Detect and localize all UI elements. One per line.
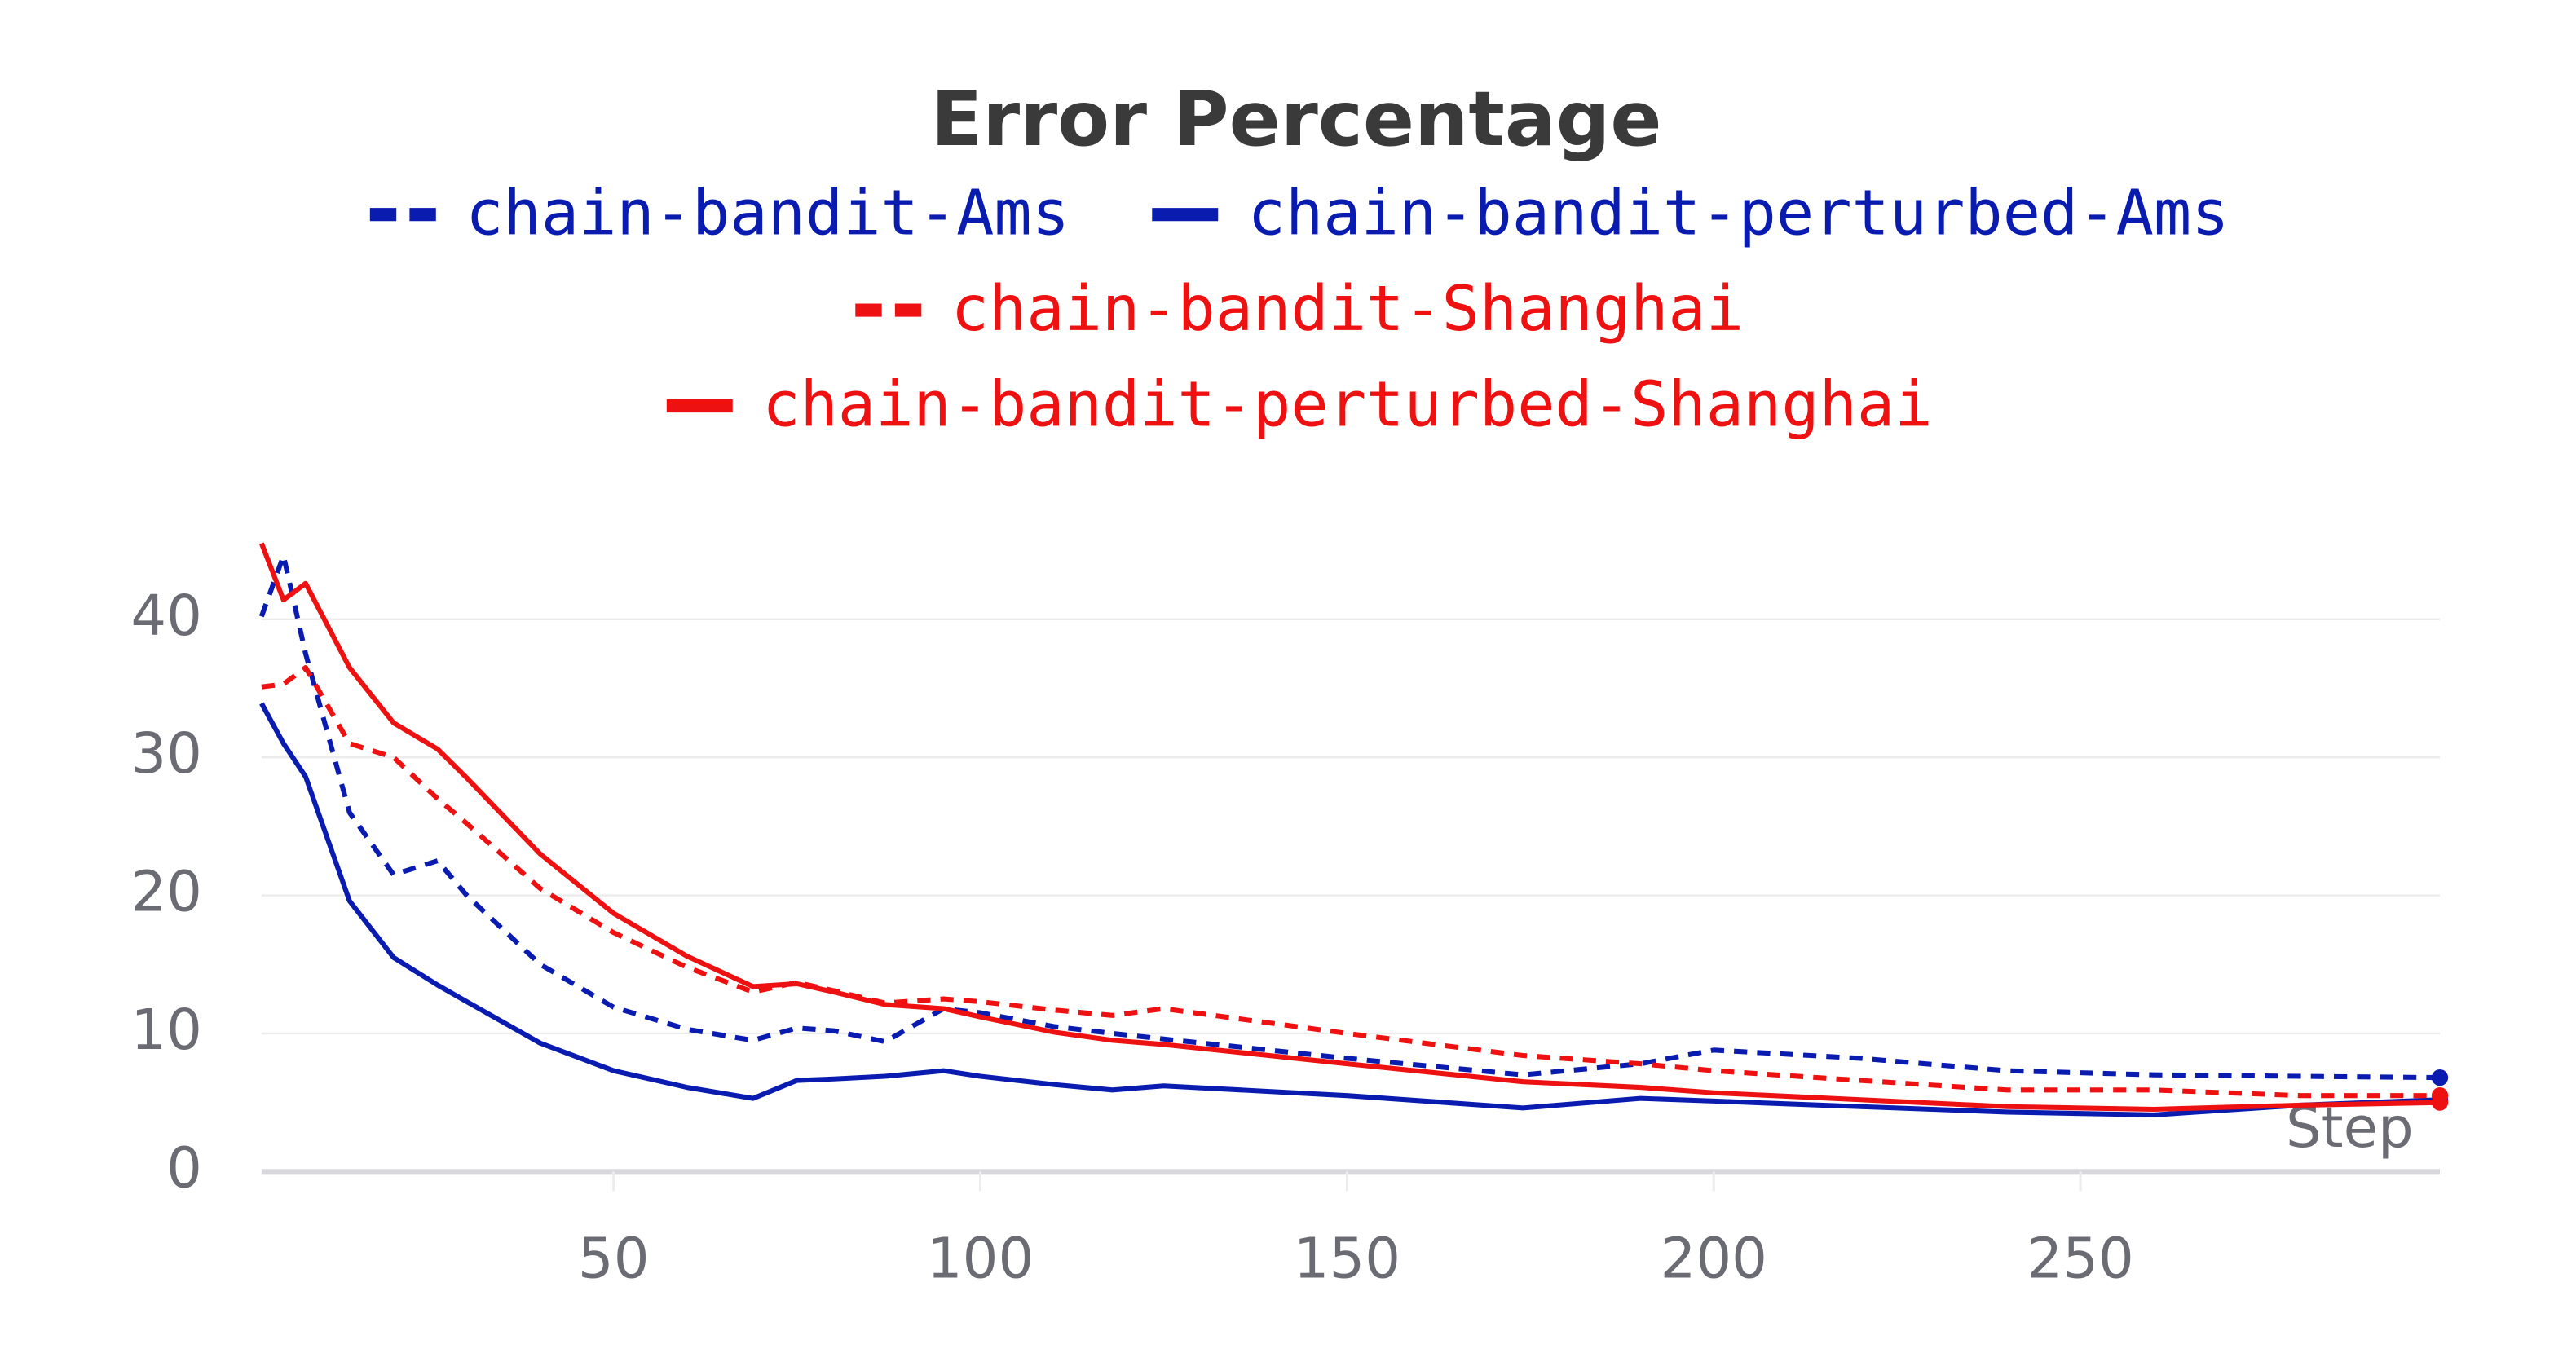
y-tick-label: 20 (130, 860, 202, 925)
y-tick-label: 10 (130, 998, 202, 1063)
series-line (258, 553, 2441, 1081)
y-tick-label: 0 (166, 1135, 202, 1201)
series-line (259, 702, 2441, 1117)
legend-row: chain-bandit-Ams chain-bandit-perturbed-A… (369, 177, 2230, 249)
x-tick-label: 150 (1294, 1227, 1400, 1292)
x-tick-label: 100 (927, 1227, 1034, 1292)
legend-label: chain-bandit-Shanghai (951, 273, 1744, 346)
x-tick-label: 250 (2027, 1227, 2133, 1292)
series-line (261, 665, 2441, 1099)
end-marker (2431, 1094, 2449, 1111)
series-line (258, 542, 2441, 1113)
end-marker (2431, 1069, 2449, 1086)
y-tick-label: 30 (130, 721, 202, 787)
legend-label: chain-bandit-perturbed-Shanghai (762, 368, 1932, 441)
legend-label: chain-bandit-Ams (465, 177, 1070, 249)
legend-row: chain-bandit-perturbed-Shanghai (666, 368, 1933, 441)
x-tick-label: 200 (1661, 1227, 1767, 1292)
legend-row: chain-bandit-Shanghai (855, 273, 1744, 346)
x-tick-label: 50 (578, 1227, 650, 1292)
y-tick-label: 40 (130, 584, 202, 649)
chart-title: Error Percentage (931, 75, 1662, 163)
legend-label: chain-bandit-perturbed-Ams (1248, 177, 2230, 249)
